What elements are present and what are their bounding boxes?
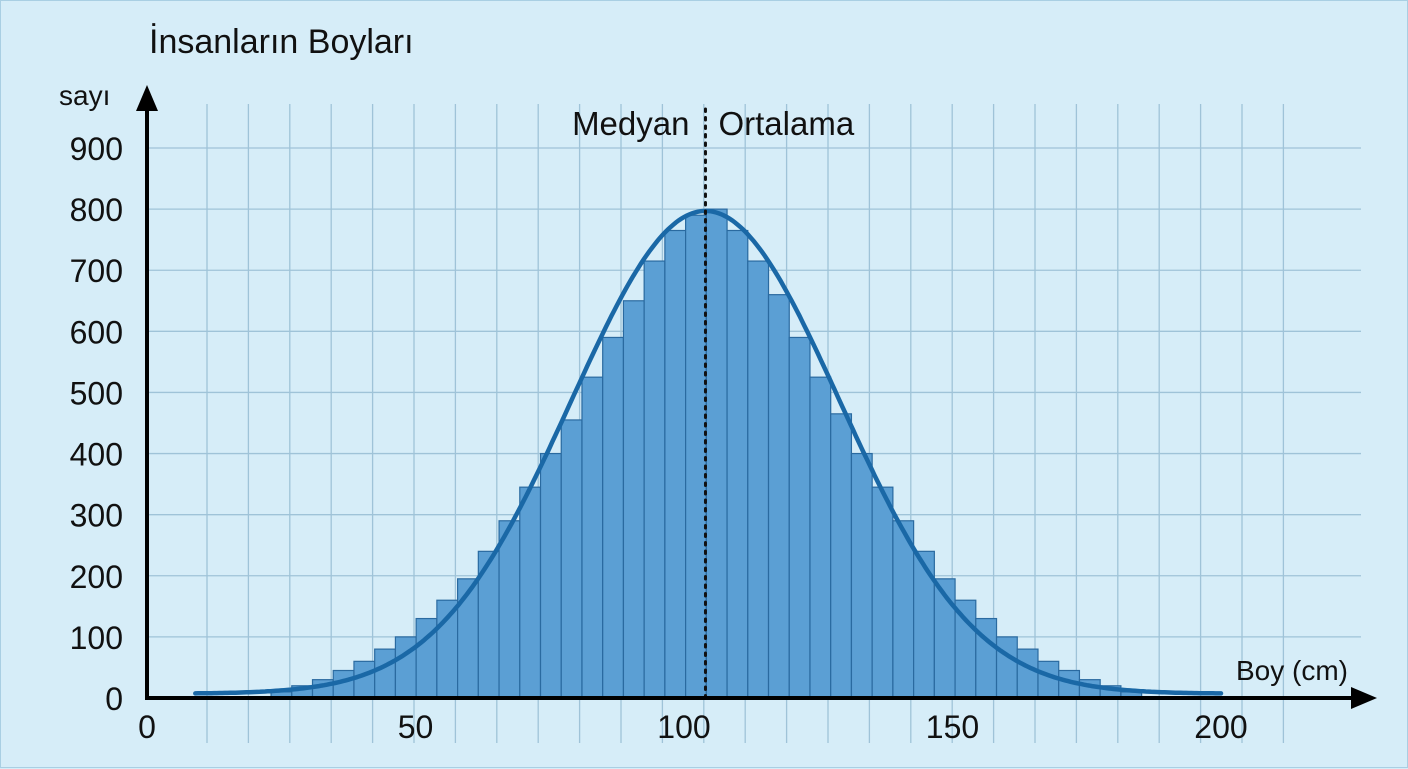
mean-label: Ortalama (718, 105, 854, 142)
histogram-bar (871, 486, 894, 699)
histogram-bar (519, 486, 542, 699)
histogram-bar (830, 413, 853, 699)
histogram-bar (1016, 648, 1039, 699)
x-tick-label: 150 (926, 709, 979, 745)
histogram-bar (809, 376, 832, 699)
histogram-bar (560, 419, 583, 699)
histogram-bar (643, 260, 666, 699)
y-tick-label: 400 (70, 437, 123, 473)
y-tick-label: 0 (105, 681, 123, 717)
x-tick-label: 200 (1194, 709, 1247, 745)
histogram-bar (353, 660, 376, 699)
x-axis-arrow-icon (1351, 687, 1377, 709)
histogram-bar (622, 300, 645, 699)
y-tick-labels: 0 100 200 300 400 500 600 700 800 900 (70, 131, 123, 717)
histogram-bar (788, 336, 811, 699)
y-tick-label: 100 (70, 620, 123, 656)
y-tick-label: 700 (70, 253, 123, 289)
x-tick-label: 0 (138, 709, 156, 745)
histogram-bar (498, 520, 521, 699)
x-tick-label: 50 (398, 709, 434, 745)
histogram-bar (685, 214, 707, 699)
y-tick-label: 500 (70, 375, 123, 411)
histogram-bar (602, 336, 625, 699)
histogram-bar (374, 648, 397, 699)
y-tick-label: 800 (70, 192, 123, 228)
histogram-bar (664, 229, 687, 699)
histogram-bar (705, 208, 728, 699)
normal-curve (193, 208, 1224, 696)
histogram-bar (581, 376, 604, 699)
y-axis-arrow-icon (136, 85, 158, 111)
histogram-bar (539, 452, 562, 699)
x-tick-label: 100 (657, 709, 710, 745)
histogram-bar (747, 260, 770, 699)
y-tick-label: 300 (70, 498, 123, 534)
histogram-bars (270, 208, 1143, 699)
histogram-bar (457, 578, 479, 699)
chart-title: İnsanların Boyları (149, 23, 414, 61)
histogram-bar (726, 229, 749, 699)
histogram-bar (850, 452, 873, 699)
x-tick-labels: 0 50 100 150 200 (138, 709, 1248, 745)
y-tick-label: 200 (70, 559, 123, 595)
histogram-bar (995, 636, 1018, 699)
y-tick-label: 600 (70, 314, 123, 350)
median-label: Medyan (572, 105, 689, 142)
y-tick-label: 900 (70, 131, 123, 167)
x-axis-label: Boy (cm) (1236, 655, 1348, 686)
axes (136, 85, 1377, 709)
histogram-bar (767, 294, 790, 699)
y-axis-label: sayı (59, 80, 110, 111)
